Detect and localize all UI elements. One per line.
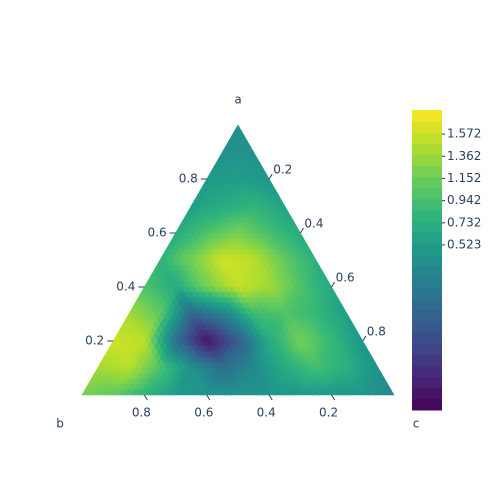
b-tick-label: 0.4	[257, 406, 276, 420]
b-tick-label: 0.2	[319, 406, 338, 420]
colorbar-band	[412, 398, 442, 411]
colorbar-tick-label: 0.942	[447, 193, 481, 207]
contour-cell	[349, 389, 358, 396]
contour-cell	[262, 389, 270, 396]
c-axis-title: c	[413, 417, 420, 431]
contour-cell	[231, 389, 239, 396]
colorbar-band	[412, 343, 442, 355]
c-tick-label: 0.2	[273, 163, 292, 177]
c-tick	[299, 227, 304, 234]
contour-cell	[343, 389, 351, 396]
colorbar-band	[412, 243, 442, 255]
b-axis-title: b	[56, 417, 64, 431]
colorbar-band	[412, 254, 442, 267]
contour-cell	[156, 389, 164, 396]
colorbar-band	[412, 276, 442, 289]
c-tick-label: 0.6	[336, 271, 355, 285]
contour-cell	[312, 389, 320, 396]
contour-cell	[256, 389, 264, 396]
colorbar-band	[412, 287, 442, 300]
contour-cell	[374, 389, 383, 396]
contour-cell	[337, 389, 345, 396]
contour-cell	[324, 389, 333, 396]
contour-cell	[381, 389, 389, 396]
colorbar-band	[412, 110, 442, 122]
contour-cell	[131, 389, 139, 396]
contour-cell	[356, 389, 364, 396]
colorbar-band	[412, 187, 442, 200]
c-tick	[331, 281, 336, 288]
a-tick-label: 0.6	[148, 226, 167, 240]
contour-cell	[306, 389, 314, 396]
a-tick-label: 0.8	[179, 172, 198, 186]
contour-cell	[387, 389, 395, 396]
c-tick-label: 0.8	[367, 325, 386, 339]
contour-cell	[274, 389, 283, 396]
b-tick	[331, 394, 336, 401]
colorbar-band	[412, 176, 442, 189]
colorbar-band	[412, 376, 442, 389]
contour-cell	[212, 389, 220, 396]
colorbar-band	[412, 387, 442, 400]
colorbar-band	[412, 221, 442, 233]
colorbar-band	[412, 365, 442, 378]
a-tick-label: 0.4	[116, 280, 135, 294]
a-axis-title: a	[234, 93, 241, 107]
contour-cell	[118, 389, 127, 396]
contour-cell	[150, 389, 158, 396]
colorbar-tick-label: 1.152	[447, 171, 481, 185]
contour-cell	[81, 389, 89, 396]
colorbar-band	[412, 165, 442, 178]
colorbar-band	[412, 265, 442, 278]
contour-cell	[368, 389, 376, 396]
contour-cell	[293, 389, 301, 396]
contour-cell	[225, 389, 233, 396]
colorbar-tick-label: 0.732	[447, 215, 481, 229]
b-tick	[206, 394, 211, 401]
contour-cell	[234, 124, 242, 131]
colorbar-tick-label: 1.362	[447, 149, 481, 163]
colorbar-tick-label: 0.523	[447, 237, 481, 251]
c-tick	[362, 335, 367, 342]
contour-cell	[287, 389, 295, 396]
colorbar-band	[412, 210, 442, 222]
colorbar-band	[412, 132, 442, 144]
a-tick-label: 0.2	[85, 334, 104, 348]
colorbar-band	[412, 232, 442, 244]
colorbar-band	[412, 154, 442, 167]
c-tick-label: 0.4	[304, 217, 323, 231]
contour-cell	[193, 389, 202, 396]
contour-cell	[125, 389, 133, 396]
colorbar-band	[412, 321, 442, 333]
colorbar-band	[412, 354, 442, 367]
b-tick	[143, 394, 148, 401]
contour-cell	[106, 389, 114, 396]
contour-cell	[93, 389, 102, 396]
colorbar-band	[412, 332, 442, 344]
b-tick-label: 0.6	[194, 406, 213, 420]
contour-cell	[100, 389, 108, 396]
contour-cell	[243, 389, 251, 396]
contour-cell	[87, 389, 95, 396]
contour-cell	[168, 389, 177, 396]
colorbar-band	[412, 310, 442, 322]
contour-cell	[249, 389, 258, 396]
b-tick	[268, 394, 273, 401]
colorbar-band	[412, 198, 442, 211]
colorbar-band	[412, 121, 442, 133]
contour-cell	[318, 389, 326, 396]
colorbar-band	[412, 298, 442, 311]
b-tick-label: 0.8	[132, 406, 151, 420]
c-tick	[268, 173, 273, 180]
contour-cell	[200, 389, 208, 396]
colorbar-band	[412, 143, 442, 155]
contour-cell	[218, 389, 227, 396]
contour-cell	[187, 389, 195, 396]
colorbar-tick-label: 1.572	[447, 127, 481, 141]
contour-cell	[162, 389, 170, 396]
contour-cell	[137, 389, 145, 396]
contour-cell	[281, 389, 289, 396]
contour-cell	[181, 389, 189, 396]
